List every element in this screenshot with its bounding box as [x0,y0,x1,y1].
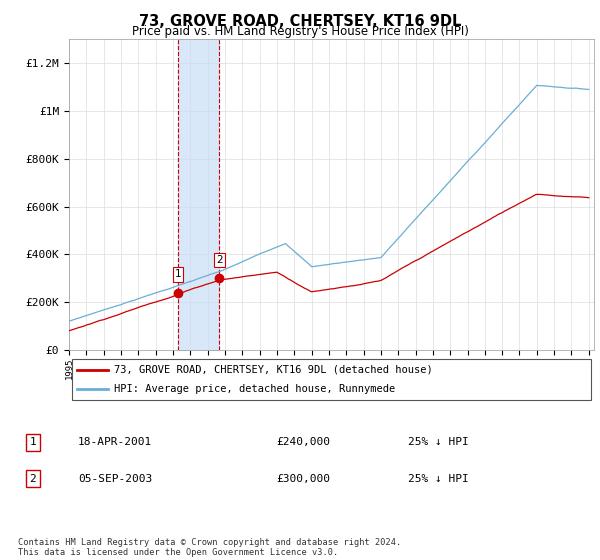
Text: 25% ↓ HPI: 25% ↓ HPI [408,474,469,484]
Text: 05-SEP-2003: 05-SEP-2003 [78,474,152,484]
Text: 1: 1 [29,437,37,447]
Text: 2: 2 [29,474,37,484]
Text: HPI: Average price, detached house, Runnymede: HPI: Average price, detached house, Runn… [113,384,395,394]
Text: 1: 1 [175,269,181,279]
Text: 25% ↓ HPI: 25% ↓ HPI [408,437,469,447]
Text: £300,000: £300,000 [276,474,330,484]
Text: 2: 2 [216,255,223,265]
Text: 73, GROVE ROAD, CHERTSEY, KT16 9DL (detached house): 73, GROVE ROAD, CHERTSEY, KT16 9DL (deta… [113,365,433,375]
Text: £240,000: £240,000 [276,437,330,447]
Text: 73, GROVE ROAD, CHERTSEY, KT16 9DL: 73, GROVE ROAD, CHERTSEY, KT16 9DL [139,14,461,29]
Text: 18-APR-2001: 18-APR-2001 [78,437,152,447]
Text: Price paid vs. HM Land Registry's House Price Index (HPI): Price paid vs. HM Land Registry's House … [131,25,469,38]
Text: Contains HM Land Registry data © Crown copyright and database right 2024.
This d: Contains HM Land Registry data © Crown c… [18,538,401,557]
FancyBboxPatch shape [71,360,592,400]
